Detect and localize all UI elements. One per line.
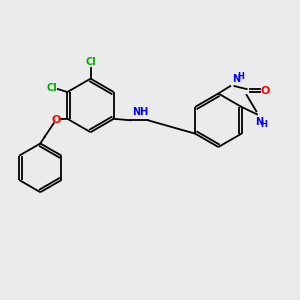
- Text: Cl: Cl: [46, 83, 57, 94]
- Text: O: O: [261, 86, 270, 96]
- Text: O: O: [51, 115, 61, 125]
- Text: N: N: [232, 74, 240, 84]
- Text: NH: NH: [132, 107, 148, 117]
- Text: H: H: [260, 120, 267, 129]
- Text: Cl: Cl: [85, 57, 96, 68]
- Text: N: N: [255, 117, 263, 127]
- Text: H: H: [237, 72, 244, 81]
